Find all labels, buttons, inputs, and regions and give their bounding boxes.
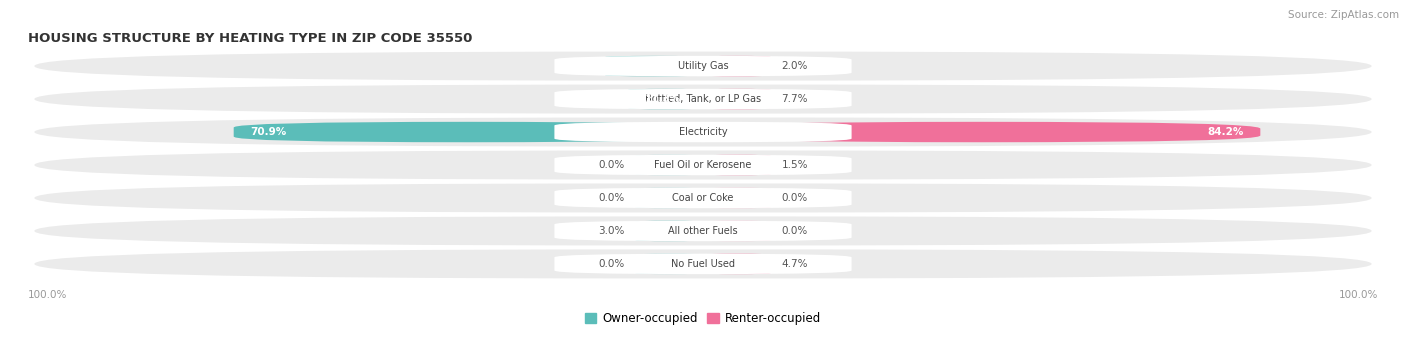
FancyBboxPatch shape	[636, 155, 703, 175]
Text: No Fuel Used: No Fuel Used	[671, 259, 735, 269]
FancyBboxPatch shape	[233, 122, 703, 142]
FancyBboxPatch shape	[605, 56, 703, 76]
Text: All other Fuels: All other Fuels	[668, 226, 738, 236]
Text: 0.0%: 0.0%	[599, 193, 624, 203]
Text: 0.0%: 0.0%	[782, 226, 807, 236]
FancyBboxPatch shape	[34, 249, 1372, 278]
FancyBboxPatch shape	[34, 51, 1372, 80]
FancyBboxPatch shape	[34, 118, 1372, 147]
Text: 11.3%: 11.3%	[644, 94, 681, 104]
Text: 0.0%: 0.0%	[599, 160, 624, 170]
FancyBboxPatch shape	[34, 85, 1372, 114]
FancyBboxPatch shape	[554, 89, 852, 109]
Text: 0.0%: 0.0%	[599, 259, 624, 269]
FancyBboxPatch shape	[703, 254, 770, 274]
Text: 100.0%: 100.0%	[1339, 290, 1378, 300]
Text: Utility Gas: Utility Gas	[678, 61, 728, 71]
Text: Source: ZipAtlas.com: Source: ZipAtlas.com	[1288, 10, 1399, 20]
Legend: Owner-occupied, Renter-occupied: Owner-occupied, Renter-occupied	[579, 307, 827, 330]
Text: 1.5%: 1.5%	[782, 160, 808, 170]
Text: 14.8%: 14.8%	[621, 61, 658, 71]
Text: Fuel Oil or Kerosene: Fuel Oil or Kerosene	[654, 160, 752, 170]
Text: 70.9%: 70.9%	[250, 127, 287, 137]
Text: 7.7%: 7.7%	[782, 94, 808, 104]
FancyBboxPatch shape	[34, 217, 1372, 246]
FancyBboxPatch shape	[628, 89, 703, 109]
FancyBboxPatch shape	[636, 221, 703, 241]
Text: 84.2%: 84.2%	[1208, 127, 1244, 137]
FancyBboxPatch shape	[703, 188, 770, 208]
FancyBboxPatch shape	[554, 254, 852, 274]
FancyBboxPatch shape	[554, 221, 852, 241]
Text: HOUSING STRUCTURE BY HEATING TYPE IN ZIP CODE 35550: HOUSING STRUCTURE BY HEATING TYPE IN ZIP…	[28, 32, 472, 45]
Text: 100.0%: 100.0%	[28, 290, 67, 300]
FancyBboxPatch shape	[34, 150, 1372, 179]
Text: Bottled, Tank, or LP Gas: Bottled, Tank, or LP Gas	[645, 94, 761, 104]
Text: 4.7%: 4.7%	[782, 259, 808, 269]
Text: 0.0%: 0.0%	[782, 193, 807, 203]
Text: 2.0%: 2.0%	[782, 61, 807, 71]
Text: Electricity: Electricity	[679, 127, 727, 137]
FancyBboxPatch shape	[703, 221, 770, 241]
FancyBboxPatch shape	[636, 188, 703, 208]
FancyBboxPatch shape	[554, 188, 852, 208]
FancyBboxPatch shape	[554, 155, 852, 175]
FancyBboxPatch shape	[636, 254, 703, 274]
FancyBboxPatch shape	[703, 89, 770, 109]
FancyBboxPatch shape	[34, 183, 1372, 212]
FancyBboxPatch shape	[703, 155, 770, 175]
FancyBboxPatch shape	[554, 56, 852, 76]
FancyBboxPatch shape	[703, 122, 1260, 142]
Text: Coal or Coke: Coal or Coke	[672, 193, 734, 203]
FancyBboxPatch shape	[554, 122, 852, 142]
FancyBboxPatch shape	[703, 56, 770, 76]
Text: 3.0%: 3.0%	[599, 226, 624, 236]
